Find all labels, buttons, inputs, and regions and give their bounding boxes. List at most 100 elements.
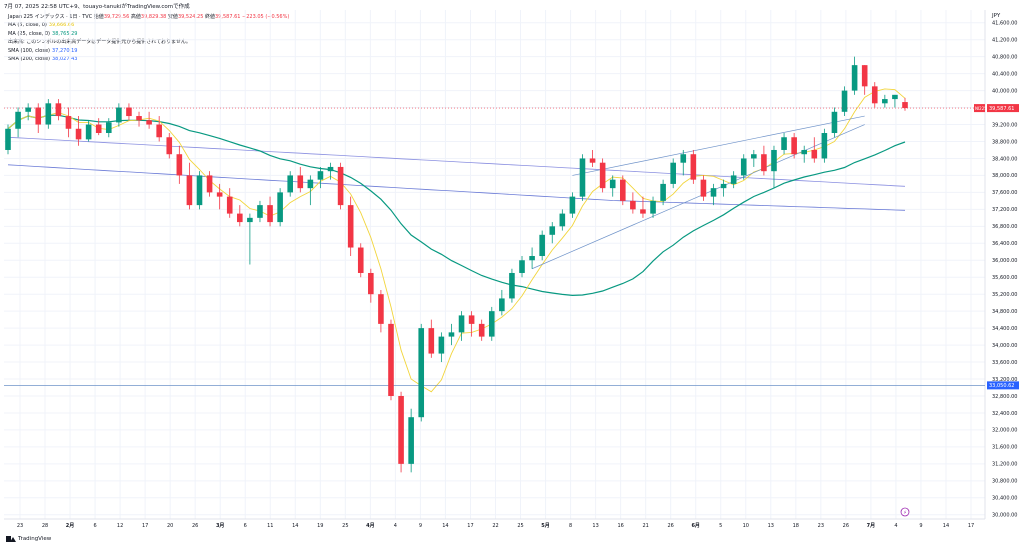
legend-sma100[interactable]: SMA (100, close) 37,270.19 — [8, 47, 289, 55]
candle-body — [640, 209, 646, 214]
candle-body — [609, 179, 616, 189]
x-tick-label: 9 — [919, 523, 922, 529]
candle-body — [307, 179, 314, 189]
x-tick-label: 13 — [768, 523, 774, 529]
candle-body — [619, 179, 626, 201]
candle-body — [579, 158, 586, 197]
legend-sma200-value: 38,027.43 — [52, 56, 78, 63]
legend-panel: Japan 225 インデックス · 1日 · TVC 始値39,729.56 … — [8, 13, 289, 63]
last-price-tag-bg — [987, 104, 1019, 113]
y-tick-label: 38,800.00 — [992, 139, 1017, 145]
candle-body — [55, 103, 62, 117]
x-tick-label: 16 — [617, 523, 623, 529]
candle-body — [599, 162, 606, 189]
chart-caption: 7月 07, 2025 22:58 UTC+9、touayo-tanukiがTr… — [4, 4, 190, 10]
candle-body — [166, 137, 173, 155]
legend-ma25-label: MA (25, close, 0) — [8, 30, 51, 37]
legend-volume[interactable]: 出来高: このシンボルの出来高データはデータ提供元から提供されておりません。 — [8, 38, 289, 46]
y-tick-label: 30,800.00 — [992, 479, 1017, 485]
low-value: 39,524.25 — [177, 14, 204, 20]
candle-body — [559, 213, 566, 227]
candle-body — [670, 162, 676, 184]
x-tick-label: 7月 — [867, 522, 875, 529]
candle-body — [871, 86, 878, 104]
close-label: 終値 — [204, 14, 215, 20]
candle-body — [650, 200, 656, 214]
candle-body — [287, 175, 294, 193]
x-tick-label: 17 — [467, 523, 473, 529]
candle-body — [45, 103, 52, 125]
candle-body — [398, 395, 404, 464]
x-tick-label: 4月 — [366, 522, 374, 529]
sma100-line — [7, 164, 906, 211]
candle-body — [700, 179, 707, 197]
candle-body — [186, 175, 193, 206]
footer-brand[interactable]: TradingView — [6, 536, 51, 542]
x-tick-label: 23 — [17, 523, 23, 529]
candle-body — [861, 65, 868, 87]
legend-sma200-label: SMA (200, close) — [8, 56, 50, 63]
candle-body — [791, 137, 797, 155]
candle-body — [710, 188, 717, 197]
legend-sma200[interactable]: SMA (200, close) 38,027.43 — [8, 55, 289, 63]
candle-body — [35, 107, 42, 125]
candle-body — [589, 158, 596, 163]
ma5-line — [7, 88, 906, 393]
candle-body — [771, 149, 777, 172]
candle-body — [892, 94, 898, 100]
low-label: 安値 — [167, 14, 178, 20]
y-tick-label: 41,600.00 — [992, 21, 1017, 27]
candle-body — [458, 315, 465, 333]
candle-body — [176, 154, 183, 176]
x-tick-label: 4 — [394, 523, 397, 529]
legend-ma5-label: MA (5, close, 0) — [8, 22, 47, 29]
y-tick-label: 30,400.00 — [992, 496, 1017, 502]
legend-ma25[interactable]: MA (25, close, 0) 38,765.29 — [8, 30, 289, 38]
legend-ma5[interactable]: MA (5, close, 0) 39,666.66 — [8, 21, 289, 29]
candle-body — [146, 120, 152, 125]
ma25-line — [7, 114, 906, 297]
time-axis: 23 28 2月 6 12 17 20 26 3月 6 11 14 19 25 4月 4 9 14 17 22 25 5月… — [17, 522, 974, 529]
candle-body — [206, 175, 213, 193]
symbol-title[interactable]: Japan 225 インデックス · 1日 · TVC — [8, 14, 93, 20]
symbol-tag-bg — [974, 104, 985, 113]
event-marker-icon — [900, 507, 910, 517]
legend-volume-label: 出来高: このシンボルの出来高データはデータ提供元から提供されておりません。 — [8, 39, 191, 46]
y-tick-label: 36,000.00 — [992, 258, 1017, 264]
x-tick-label: 9 — [419, 523, 422, 529]
y-tick-label: 37,600.00 — [992, 190, 1017, 196]
candle-body — [116, 107, 122, 123]
candle-body — [257, 205, 263, 218]
x-tick-label: 20 — [167, 523, 173, 529]
x-tick-label: 17 — [968, 523, 974, 529]
candle-body — [418, 328, 425, 418]
hline-tag-bg — [987, 381, 1019, 390]
trendline-upper — [572, 115, 865, 176]
x-tick-label: 14 — [943, 523, 949, 529]
x-tick-label: 22 — [492, 523, 498, 529]
candle-body — [226, 196, 233, 214]
y-tick-label: 34,800.00 — [992, 309, 1017, 315]
candle-body — [831, 111, 838, 134]
high-value: 39,829.38 — [140, 14, 167, 20]
x-tick-label: 25 — [517, 523, 523, 529]
candle-body — [247, 217, 253, 223]
x-tick-label: 6 — [93, 523, 96, 529]
y-tick-label: 39,200.00 — [992, 122, 1017, 128]
y-tick-label: 34,400.00 — [992, 326, 1017, 332]
legend-ma5-value: 39,666.66 — [48, 22, 75, 29]
candle-body — [448, 332, 455, 337]
y-tick-label: 38,400.00 — [992, 156, 1017, 162]
candle-body — [529, 256, 535, 261]
y-tick-label: 33,600.00 — [992, 360, 1017, 366]
candle-body — [196, 175, 203, 206]
symbol-ohlc-row[interactable]: Japan 225 インデックス · 1日 · TVC 始値39,729.56 … — [8, 13, 289, 21]
x-tick-label: 19 — [317, 523, 323, 529]
legend-sma100-label: SMA (100, close) — [8, 47, 50, 54]
candle-body — [801, 149, 808, 155]
candle-body — [378, 294, 384, 324]
x-tick-label: 23 — [818, 523, 824, 529]
y-tick-label: 40,000.00 — [992, 88, 1017, 94]
price-tags: NI225 39,587.61 33,050.62 ⚡ — [900, 104, 1019, 517]
